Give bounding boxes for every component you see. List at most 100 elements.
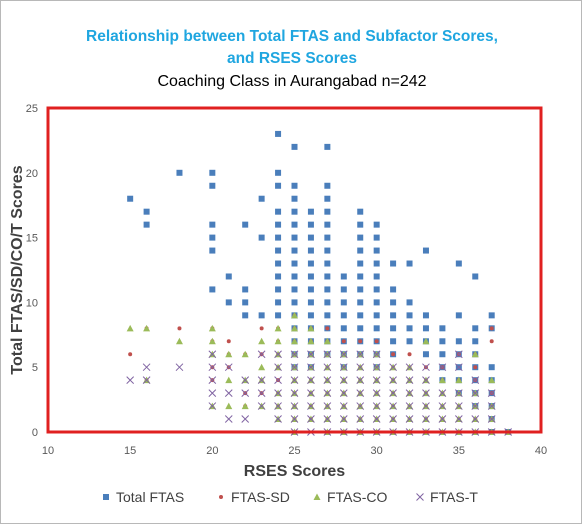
point-total-ftas [357,208,364,215]
point-ftas-t [438,402,447,410]
point-total-ftas [455,338,462,345]
point-total-ftas [307,221,314,228]
legend-marker-ftas-co [313,493,321,500]
point-ftas-co [291,311,298,319]
point-total-ftas [373,260,380,267]
point-ftas-t [372,389,381,397]
point-ftas-t [323,363,332,372]
point-ftas-t [290,389,299,397]
x-axis-title: RSES Scores [244,463,345,480]
point-total-ftas [340,286,347,293]
chart-title-line-2: and RSES Scores [226,50,358,67]
point-ftas-t [307,389,315,397]
point-total-ftas [176,169,183,176]
point-ftas-t [422,415,430,423]
point-total-ftas [275,299,282,306]
point-total-ftas [209,169,216,176]
point-ftas-t [142,376,151,385]
point-ftas-t [290,376,299,385]
point-ftas-co [258,337,266,345]
legend-marker-ftas-t [416,493,424,501]
point-total-ftas [307,286,314,293]
point-ftas-t [389,389,397,397]
y-tick-label: 20 [26,168,38,180]
point-ftas-sd [325,326,330,331]
point-total-ftas [390,325,397,332]
point-total-ftas [324,299,331,306]
point-ftas-t [438,363,447,372]
y-tick-label: 25 [26,103,38,115]
point-total-ftas [373,221,380,228]
point-ftas-t [372,350,381,359]
point-total-ftas [357,312,364,319]
point-ftas-t [471,415,480,423]
point-ftas-t [241,415,250,423]
point-ftas-co [225,350,233,358]
point-total-ftas [390,312,397,319]
point-ftas-sd [489,326,494,331]
y-tick-label: 15 [26,233,38,245]
point-ftas-co [258,363,266,371]
point-total-ftas [242,299,249,306]
point-ftas-co [455,376,463,384]
point-total-ftas [324,247,331,254]
point-ftas-t [454,415,463,423]
point-total-ftas [357,234,364,241]
point-total-ftas [439,325,446,332]
point-ftas-t [454,350,463,359]
point-ftas-t [208,350,217,359]
point-ftas-sd [407,352,412,357]
point-total-ftas [275,169,282,176]
point-total-ftas [291,143,298,150]
point-total-ftas [275,260,282,267]
plot-area-border [46,106,543,434]
data-points-group [126,130,512,436]
point-total-ftas [258,312,265,319]
point-ftas-t [257,389,266,397]
point-total-ftas [143,221,150,228]
x-tick-label: 10 [42,445,54,457]
point-ftas-t [405,376,414,385]
point-total-ftas [209,182,216,189]
point-total-ftas [209,221,216,228]
point-ftas-t [290,402,299,410]
point-ftas-co [208,337,216,345]
point-ftas-co [143,324,151,332]
point-total-ftas [373,299,380,306]
legend-label-ftas-sd: FTAS-SD [231,489,290,505]
point-total-ftas [307,234,314,241]
point-total-ftas [291,208,298,215]
point-total-ftas [340,299,347,306]
point-ftas-co [307,337,315,345]
legend-label-ftas-t: FTAS-T [430,489,478,505]
point-total-ftas [373,247,380,254]
y-axis-title: Total FTAS/SD/CO/T Scores [9,165,26,374]
point-total-ftas [275,130,282,137]
point-total-ftas [406,338,413,345]
point-ftas-t [323,376,332,385]
point-ftas-t [339,402,348,410]
point-total-ftas [307,299,314,306]
point-ftas-t [208,389,217,397]
point-ftas-t [307,402,315,410]
point-ftas-t [339,376,348,385]
point-ftas-co [274,337,282,345]
point-total-ftas [275,182,282,189]
point-total-ftas [209,286,216,293]
point-total-ftas [324,234,331,241]
point-ftas-t [454,389,463,397]
point-total-ftas [324,260,331,267]
point-ftas-t [356,415,365,423]
point-total-ftas [291,299,298,306]
point-total-ftas [291,195,298,202]
y-tick-label: 10 [26,297,38,309]
point-ftas-sd [226,339,231,344]
point-total-ftas [455,260,462,267]
point-ftas-t [487,402,496,410]
point-ftas-t [471,376,480,385]
point-ftas-t [257,376,266,385]
point-ftas-t [405,415,414,423]
point-ftas-sd [374,339,379,344]
point-ftas-t [307,350,315,359]
point-total-ftas [488,364,495,371]
